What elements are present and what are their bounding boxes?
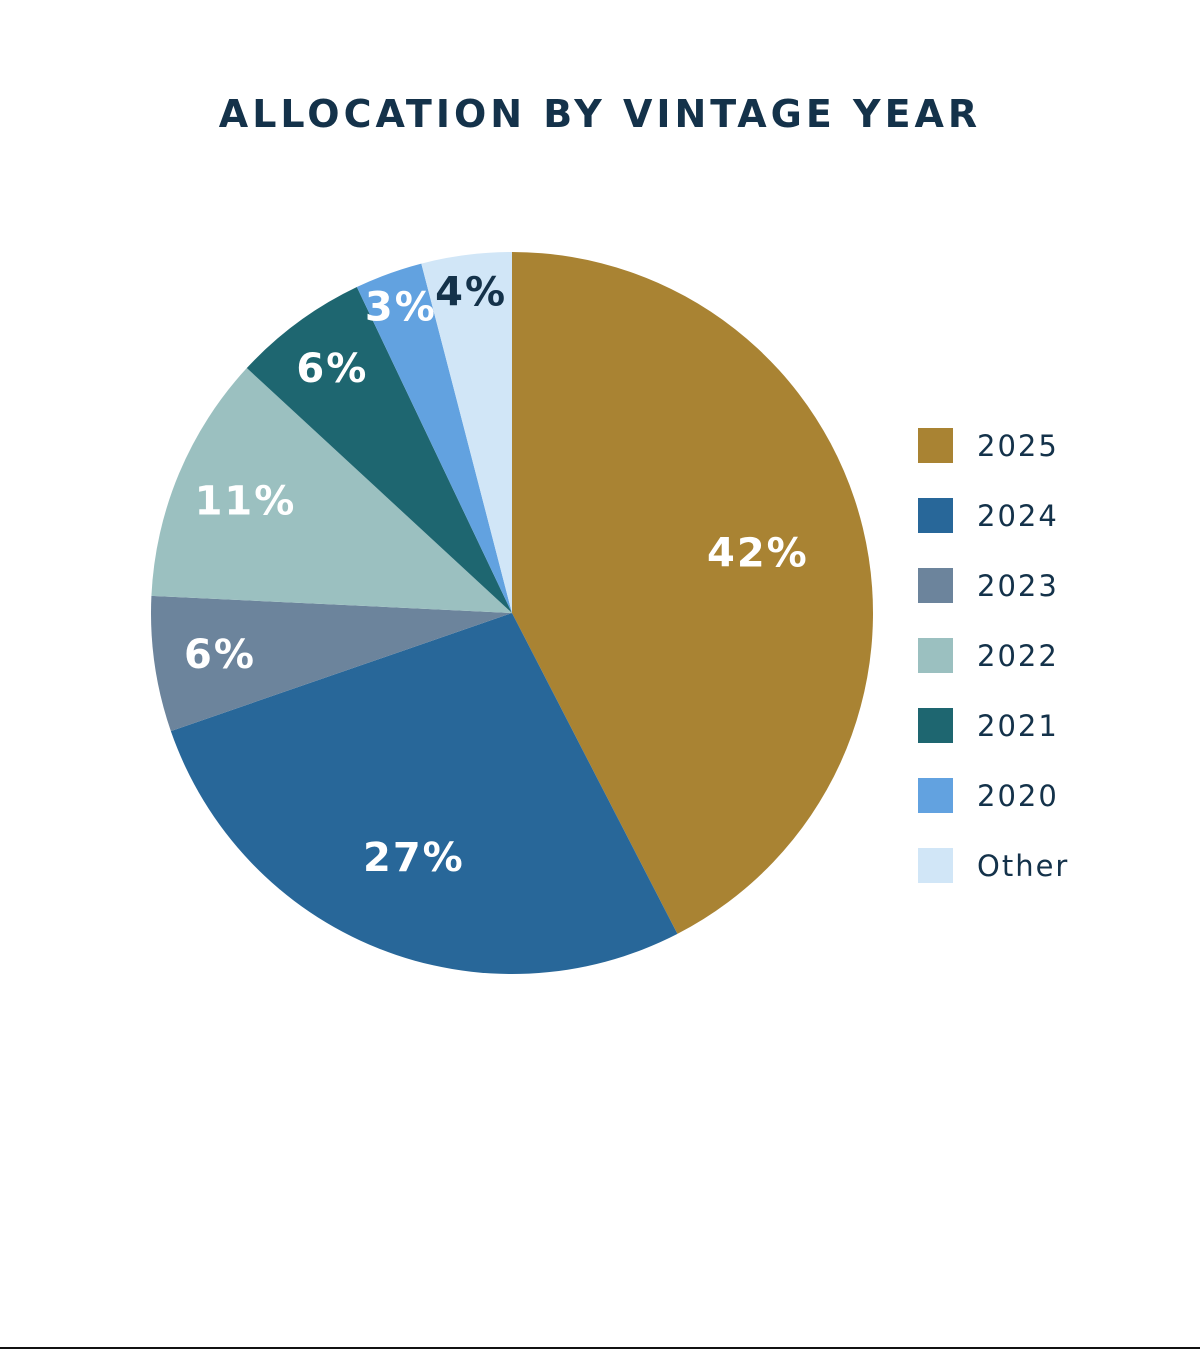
- data-label-2024: 27%: [363, 835, 465, 881]
- legend-item-2024: 2024: [918, 498, 1069, 533]
- legend-label: 2025: [977, 428, 1059, 463]
- pie-slice-2024: [170, 613, 678, 974]
- legend-label: 2021: [977, 708, 1059, 743]
- pie-slice-2022: [151, 368, 513, 613]
- legend-label: Other: [977, 848, 1070, 883]
- legend-item-2025: 2025: [918, 428, 1069, 463]
- data-label-2025: 42%: [707, 530, 809, 576]
- data-label-2022: 11%: [195, 478, 297, 524]
- legend: 2025 2024 2023 2022 2021 2020 Other: [918, 428, 1069, 918]
- pie-slice-2021: [246, 287, 513, 613]
- legend-item-2023: 2023: [918, 568, 1069, 603]
- legend-label: 2022: [977, 638, 1059, 673]
- data-label-2021: 6%: [296, 346, 368, 392]
- chart-title: ALLOCATION BY VINTAGE YEAR: [218, 92, 982, 136]
- pie-slice-2025: [512, 252, 873, 934]
- legend-swatch: [918, 638, 953, 673]
- pie-slice-2023: [150, 595, 512, 732]
- legend-item-2022: 2022: [918, 638, 1069, 673]
- legend-item-2020: 2020: [918, 778, 1069, 813]
- legend-swatch: [918, 848, 953, 883]
- legend-swatch: [918, 778, 953, 813]
- legend-label: 2020: [977, 778, 1059, 813]
- pie-slice-other: [421, 252, 512, 613]
- data-label-other: 4%: [435, 270, 507, 316]
- data-label-2023: 6%: [184, 632, 256, 678]
- data-label-2020: 3%: [365, 285, 437, 331]
- legend-label: 2024: [977, 498, 1059, 533]
- legend-item-other: Other: [918, 848, 1069, 883]
- legend-swatch: [918, 568, 953, 603]
- legend-item-2021: 2021: [918, 708, 1069, 743]
- legend-swatch: [918, 498, 953, 533]
- bottom-divider: [0, 1347, 1200, 1349]
- legend-label: 2023: [977, 568, 1059, 603]
- legend-swatch: [918, 708, 953, 743]
- pie-slice-2020: [356, 263, 512, 613]
- legend-swatch: [918, 428, 953, 463]
